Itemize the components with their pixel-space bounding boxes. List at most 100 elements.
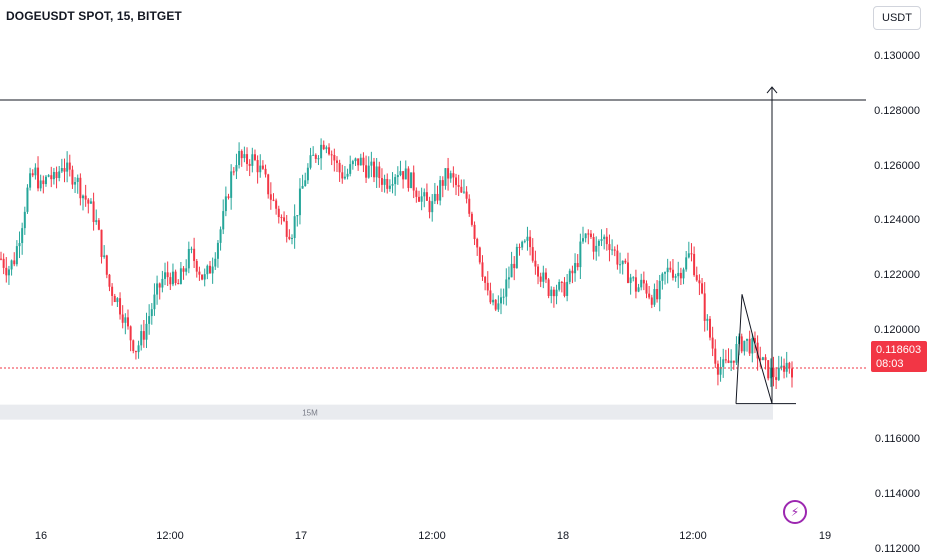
candle-body: [238, 150, 241, 166]
candle-body: [402, 171, 405, 180]
candle-body: [174, 271, 177, 284]
candle-body: [436, 193, 439, 201]
candle-body: [462, 191, 465, 193]
candle-body: [378, 166, 381, 179]
candle-body: [521, 241, 524, 248]
candle-body: [732, 360, 735, 363]
candle-body: [330, 154, 333, 156]
candle-body: [142, 331, 145, 340]
candle-body: [510, 263, 513, 278]
candle-body: [576, 263, 579, 268]
candle-body: [566, 281, 569, 296]
candle-body: [555, 289, 558, 297]
price-tick-label: 0.116000: [874, 433, 920, 446]
candle-body: [214, 258, 217, 267]
candle-body: [769, 367, 772, 379]
candle-body: [518, 246, 521, 248]
candle-body: [433, 193, 436, 202]
projection-box-label: 15M: [302, 409, 318, 418]
candle-body: [314, 154, 317, 159]
candle-body: [473, 224, 476, 240]
candle-body: [275, 200, 278, 209]
candle-body: [354, 158, 357, 162]
candle-body: [772, 367, 775, 378]
candle-body: [95, 220, 98, 223]
candle-body: [208, 265, 211, 274]
candle-body: [439, 180, 442, 201]
candle-body: [589, 233, 592, 238]
candle-body: [0, 258, 2, 260]
candle-body: [396, 175, 399, 178]
candle-body: [756, 342, 759, 359]
candle-body: [317, 158, 320, 160]
candle-body: [121, 314, 124, 323]
candle-body: [534, 260, 537, 267]
candle-body: [465, 191, 468, 199]
candle-body: [560, 281, 563, 283]
candle-body: [489, 290, 492, 303]
candle-body: [653, 288, 656, 305]
candle-body: [698, 280, 701, 284]
candle-body: [394, 177, 397, 185]
candle-body: [158, 283, 161, 288]
candle-body: [74, 181, 77, 185]
lightning-icon[interactable]: ⚡: [783, 500, 807, 524]
candle-body: [267, 174, 270, 195]
candle-body: [460, 186, 463, 193]
candle-body: [346, 173, 349, 177]
candle-body: [312, 154, 315, 156]
candle-body: [161, 278, 164, 288]
candle-body: [243, 154, 246, 159]
time-tick-label: 17: [294, 530, 308, 542]
candle-body: [335, 160, 338, 163]
candle-body: [87, 199, 90, 204]
candle-body: [47, 175, 50, 177]
candle-body: [232, 171, 235, 173]
candle-body: [608, 244, 611, 250]
candle-body: [682, 269, 685, 279]
price-tick-label: 0.126000: [874, 159, 920, 172]
candle-body: [423, 192, 426, 197]
time-tick-label: 12:00: [679, 530, 707, 542]
candle-body: [785, 362, 788, 372]
candle-body: [169, 277, 172, 285]
candle-body: [230, 171, 233, 198]
candle-body: [759, 358, 762, 360]
candle-body: [661, 273, 664, 281]
price-tick-label: 0.112000: [874, 542, 920, 555]
currency-button[interactable]: USDT: [873, 6, 921, 30]
candle-body: [537, 266, 540, 277]
candle-body: [100, 229, 103, 257]
candle-body: [671, 269, 674, 278]
candle-body: [624, 260, 627, 263]
symbol-title: DOGEUSDT SPOT, 15, BITGET: [6, 9, 182, 23]
candle-body: [42, 180, 45, 185]
candle-body: [288, 236, 291, 239]
candle-body: [177, 283, 180, 285]
candle-body: [526, 236, 529, 241]
candle-body: [309, 155, 312, 168]
candle-body: [582, 238, 585, 242]
candle-body: [724, 359, 727, 361]
candle-body: [571, 270, 574, 274]
candle-body: [428, 200, 431, 213]
candle-body: [31, 173, 34, 176]
candle-body: [185, 268, 188, 272]
candle-body: [375, 166, 378, 178]
candle-body: [478, 247, 481, 263]
candle-body: [15, 246, 18, 265]
candle-body: [708, 318, 711, 338]
candle-body: [37, 167, 40, 189]
candle-body: [743, 340, 746, 352]
candle-body: [145, 323, 148, 340]
candle-body: [140, 331, 143, 346]
candle-body: [656, 288, 659, 300]
candle-body: [621, 260, 624, 265]
candle-body: [539, 276, 542, 282]
candle-body: [415, 190, 418, 197]
candle-body: [547, 279, 550, 296]
candle-body: [60, 168, 63, 172]
candle-body: [746, 338, 749, 341]
candle-body: [126, 317, 129, 327]
